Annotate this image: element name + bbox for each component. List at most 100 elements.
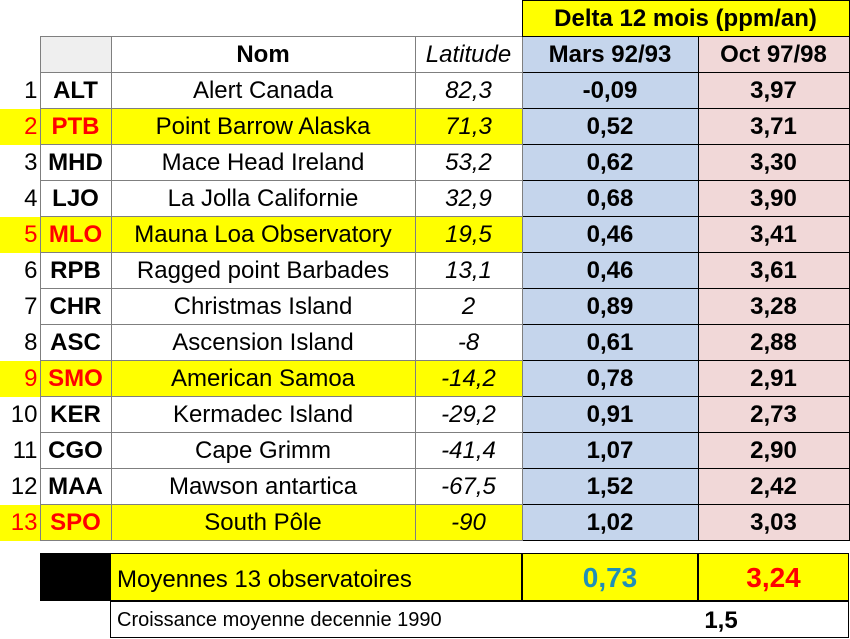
summary-black-block <box>40 553 110 601</box>
station-latitude: 13,1 <box>414 252 523 289</box>
station-latitude: 32,9 <box>414 180 523 217</box>
delta-mars-value: 1,02 <box>521 504 699 541</box>
table-row: 3 MHD Mace Head Ireland 53,2 0,62 3,30 <box>0 144 850 181</box>
delta-oct-value: 3,61 <box>697 252 850 289</box>
delta-mars-value: 0,91 <box>521 396 699 433</box>
delta-oct-value: 2,90 <box>697 432 850 469</box>
row-number: 10 <box>10 401 38 428</box>
table-row: 1 ALT Alert Canada 82,3 -0,09 3,97 <box>0 72 850 109</box>
station-code: LJO <box>39 180 112 217</box>
station-code: CGO <box>39 432 112 469</box>
row-number: 7 <box>24 293 38 320</box>
station-name: Alert Canada <box>110 72 416 109</box>
delta-mars-value: 1,07 <box>521 432 699 469</box>
station-name: Cape Grimm <box>110 432 416 469</box>
co2-data-table: Delta 12 mois (ppm/an) Nom Latitude Mars… <box>0 0 850 541</box>
station-latitude: -67,5 <box>414 468 523 505</box>
station-name: Ascension Island <box>110 324 416 361</box>
row-number: 4 <box>24 185 38 212</box>
delta-oct-value: 3,41 <box>697 216 850 253</box>
delta-mars-value: 0,78 <box>521 360 699 397</box>
oct-header: Oct 97/98 <box>697 36 850 73</box>
delta-mars-value: 0,52 <box>521 108 699 145</box>
station-latitude: 71,3 <box>414 108 523 145</box>
delta-mars-value: 0,46 <box>521 252 699 289</box>
station-code: MLO <box>39 216 112 253</box>
summary-oct-average: 3,24 <box>698 553 849 601</box>
table-row: 8 ASC Ascension Island -8 0,61 2,88 <box>0 324 850 361</box>
summary-label: Moyennes 13 observatoires <box>110 553 522 601</box>
station-latitude: 19,5 <box>414 216 523 253</box>
delta-oct-value: 2,73 <box>697 396 850 433</box>
delta-mars-value: -0,09 <box>521 72 699 109</box>
latitude-header: Latitude <box>414 36 523 73</box>
station-latitude: 53,2 <box>414 144 523 181</box>
delta-oct-value: 3,97 <box>697 72 850 109</box>
table-row: 5 MLO Mauna Loa Observatory 19,5 0,46 3,41 <box>0 216 850 253</box>
table-row: 6 RPB Ragged point Barbades 13,1 0,46 3,61 <box>0 252 850 289</box>
station-code: KER <box>39 396 112 433</box>
delta-oct-value: 3,30 <box>697 144 850 181</box>
row-number: 5 <box>0 216 40 253</box>
row-number: 6 <box>24 257 38 284</box>
delta-oct-value: 3,03 <box>697 504 850 541</box>
summary-row: Moyennes 13 observatoires 0,73 3,24 <box>40 553 849 601</box>
station-latitude: 82,3 <box>414 72 523 109</box>
station-latitude: -8 <box>414 324 523 361</box>
table-row: 4 LJO La Jolla Californie 32,9 0,68 3,90 <box>0 180 850 217</box>
table-row: 13 SPO South Pôle -90 1,02 3,03 <box>0 504 850 541</box>
station-name: Mace Head Ireland <box>110 144 416 181</box>
table-row: 2 PTB Point Barrow Alaska 71,3 0,52 3,71 <box>0 108 850 145</box>
row-number: 9 <box>0 360 40 397</box>
delta-oct-value: 3,71 <box>697 108 850 145</box>
header-row-top: Delta 12 mois (ppm/an) <box>0 0 850 37</box>
delta-mars-value: 1,52 <box>521 468 699 505</box>
delta-title: Delta 12 mois (ppm/an) <box>521 0 850 37</box>
table-row: 12 MAA Mawson antartica -67,5 1,52 2,42 <box>0 468 850 505</box>
row-number: 13 <box>0 504 40 541</box>
delta-oct-value: 2,42 <box>697 468 850 505</box>
delta-mars-value: 0,46 <box>521 216 699 253</box>
delta-oct-value: 3,28 <box>697 288 850 325</box>
row-number: 11 <box>12 437 38 464</box>
station-latitude: -14,2 <box>414 360 523 397</box>
station-code: SPO <box>39 504 112 541</box>
delta-mars-value: 0,62 <box>521 144 699 181</box>
delta-oct-value: 2,88 <box>697 324 850 361</box>
growth-row: Croissance moyenne decennie 1990 1,5 <box>110 601 849 638</box>
mars-header: Mars 92/93 <box>521 36 699 73</box>
delta-oct-value: 2,91 <box>697 360 850 397</box>
station-code: ALT <box>39 72 112 109</box>
station-latitude: -90 <box>414 504 523 541</box>
station-name: South Pôle <box>110 504 416 541</box>
station-name: Mauna Loa Observatory <box>110 216 416 253</box>
station-name: Christmas Island <box>110 288 416 325</box>
station-code: PTB <box>39 108 112 145</box>
station-name: American Samoa <box>110 360 416 397</box>
station-latitude: 2 <box>414 288 523 325</box>
station-code: RPB <box>39 252 112 289</box>
row-number: 12 <box>10 473 38 500</box>
station-latitude: -41,4 <box>414 432 523 469</box>
station-name: La Jolla Californie <box>110 180 416 217</box>
delta-mars-value: 0,61 <box>521 324 699 361</box>
station-name: Point Barrow Alaska <box>110 108 416 145</box>
row-number: 2 <box>0 108 40 145</box>
row-number: 1 <box>24 77 38 104</box>
nom-header: Nom <box>110 36 416 73</box>
table-row: 9 SMO American Samoa -14,2 0,78 2,91 <box>0 360 850 397</box>
growth-label: Croissance moyenne decennie 1990 <box>117 609 442 631</box>
table-row: 10 KER Kermadec Island -29,2 0,91 2,73 <box>0 396 850 433</box>
table-row: 11 CGO Cape Grimm -41,4 1,07 2,90 <box>0 432 850 469</box>
station-name: Mawson antartica <box>110 468 416 505</box>
row-number: 8 <box>24 329 38 356</box>
station-code: MHD <box>39 144 112 181</box>
table-row: 7 CHR Christmas Island 2 0,89 3,28 <box>0 288 850 325</box>
delta-mars-value: 0,68 <box>521 180 699 217</box>
delta-oct-value: 3,90 <box>697 180 850 217</box>
summary-mars-average: 0,73 <box>522 553 698 601</box>
station-latitude: -29,2 <box>414 396 523 433</box>
station-code: SMO <box>39 360 112 397</box>
station-name: Ragged point Barbades <box>110 252 416 289</box>
delta-mars-value: 0,89 <box>521 288 699 325</box>
